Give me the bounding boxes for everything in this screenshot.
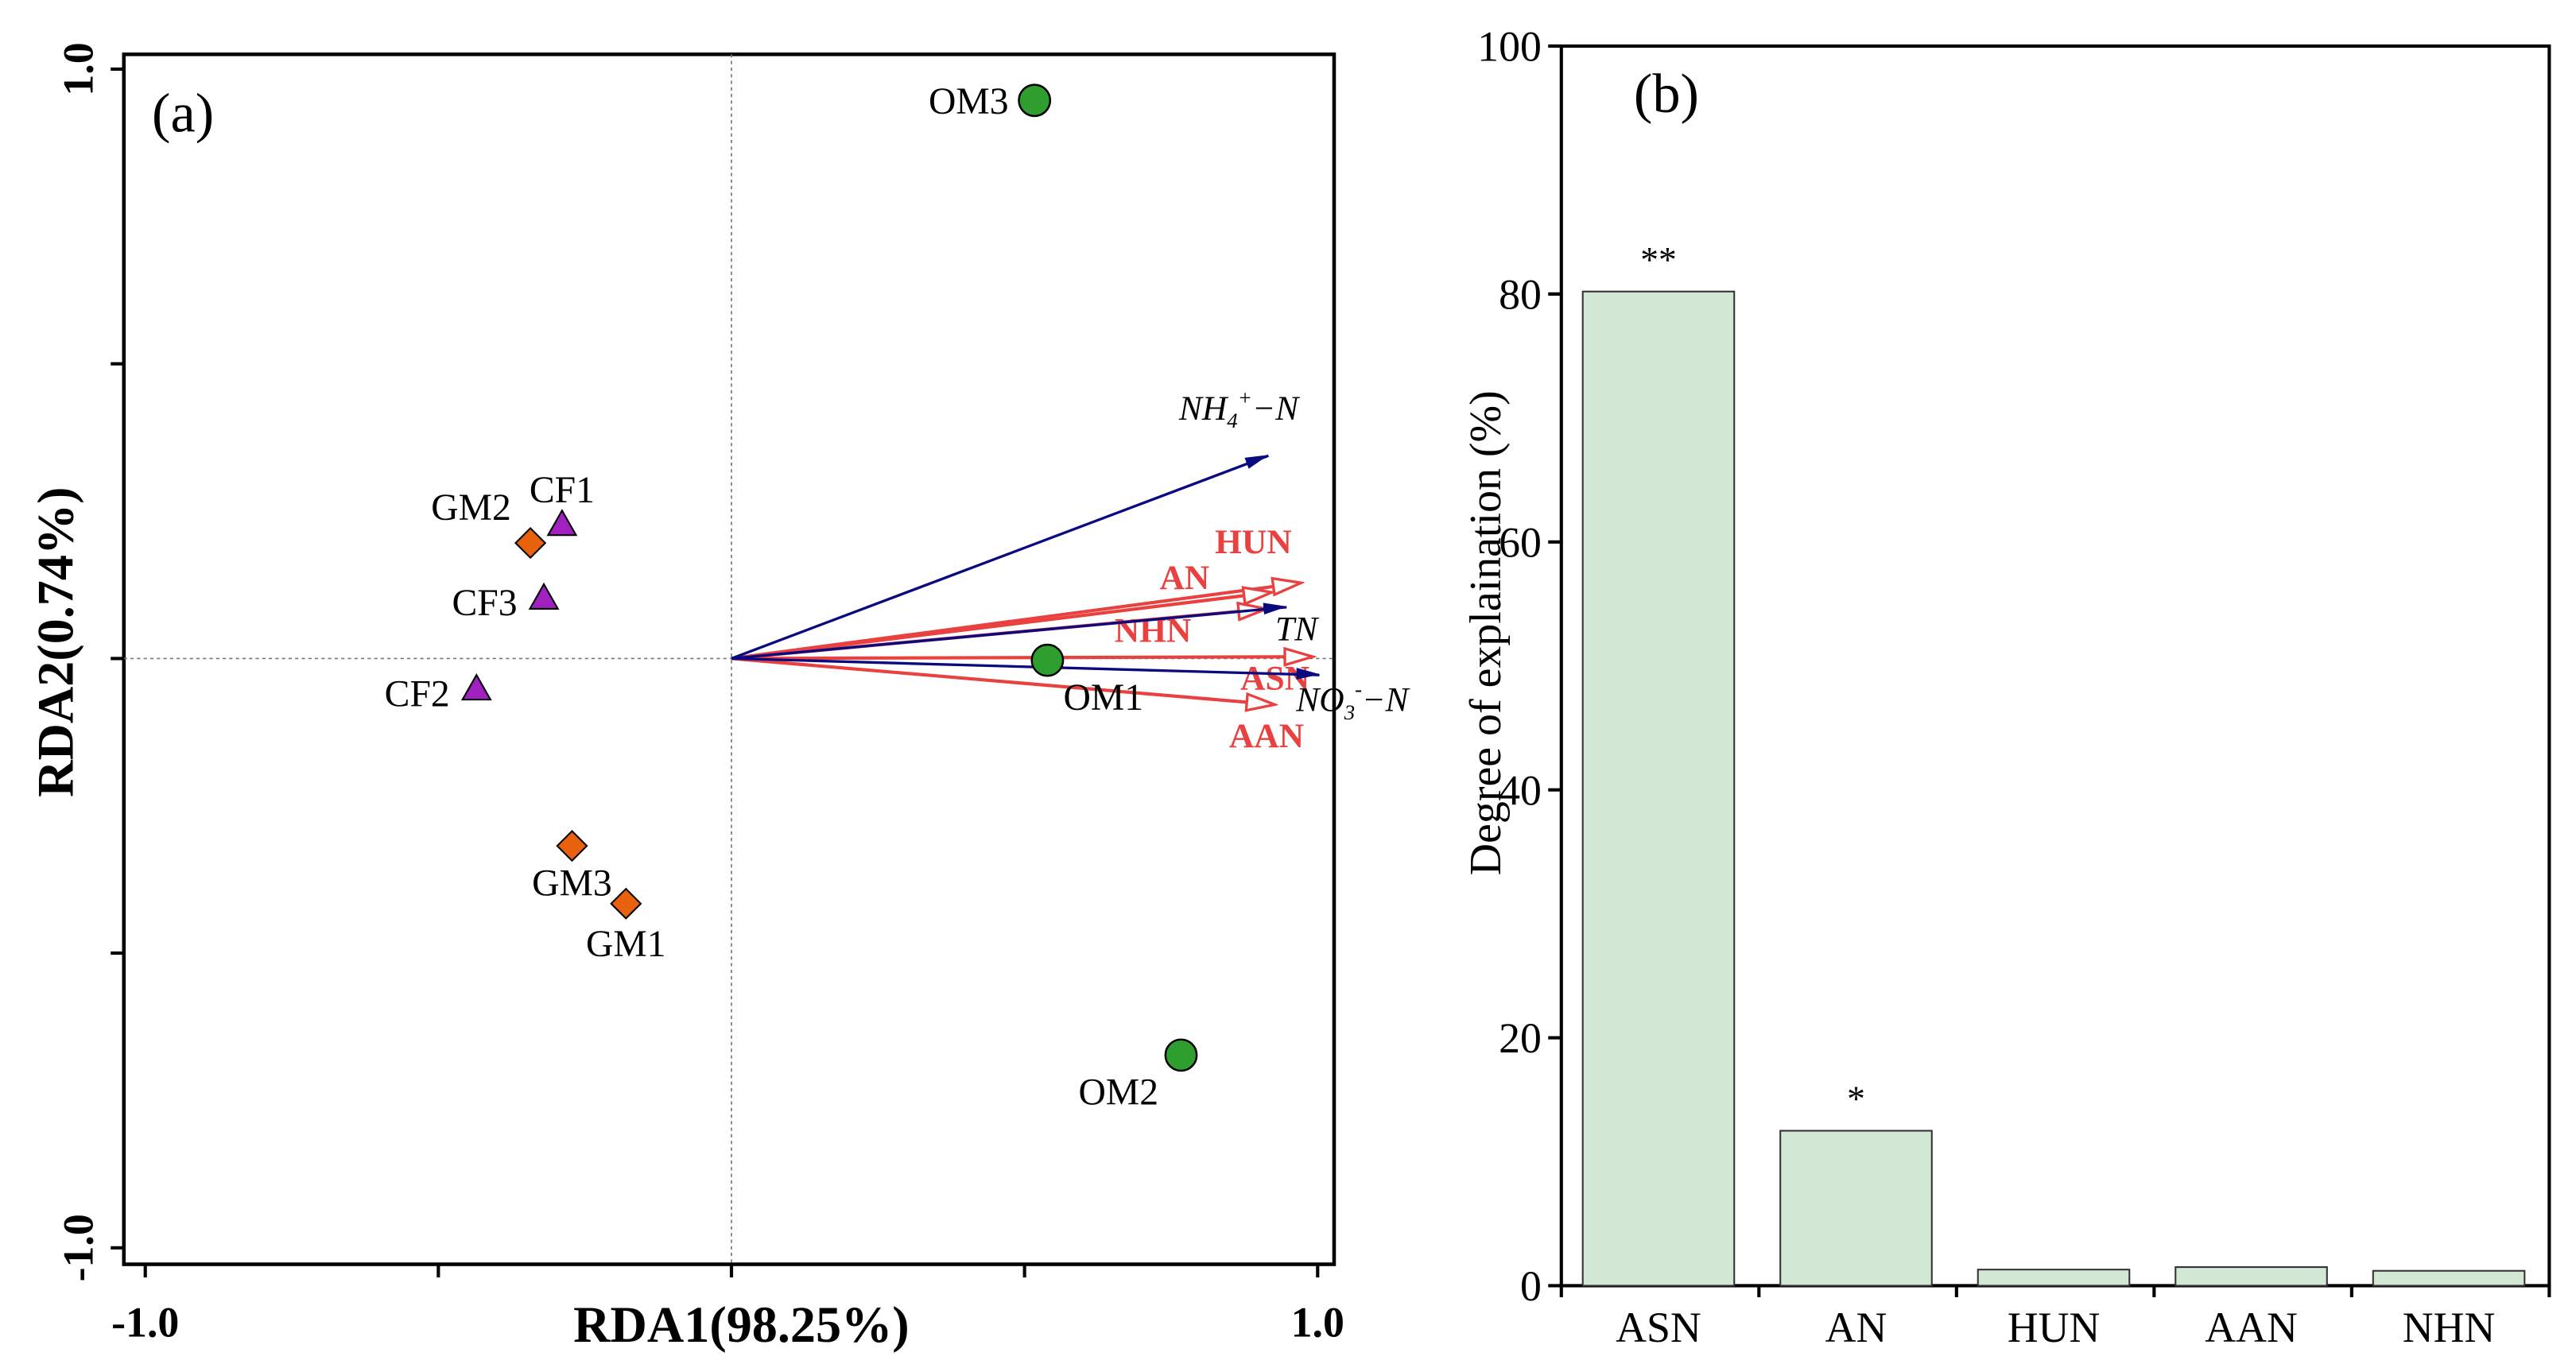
sample-label: GM2 <box>431 487 511 529</box>
response-arrow-label: AAN <box>1229 717 1304 755</box>
label-part: - <box>1355 677 1362 701</box>
y-tick-label: 1.0 <box>54 42 102 95</box>
bar-nhn <box>2372 1269 2526 1287</box>
env-arrow-label: NO3-−N <box>1295 677 1410 724</box>
env-arrow-2 <box>731 657 1321 680</box>
x-tick-label: NHN <box>2403 1304 2496 1351</box>
x-tick-label: AN <box>1825 1304 1887 1351</box>
sample-label: OM2 <box>1079 1072 1159 1114</box>
sample-marker-cf3 <box>528 582 560 610</box>
panel-label: (b) <box>1634 63 1699 125</box>
panel-label: (a) <box>152 83 214 145</box>
env-arrow-1 <box>731 603 1287 661</box>
rda-biplot-panel: -1.0 1.0 1.0 -1.0 RDA1(98.25%) RDA2(0.74%) (a)… <box>28 42 1411 1353</box>
sample-marker-gm2 <box>514 526 547 560</box>
label-part: −N <box>1362 681 1410 719</box>
y-tick-label: -1.0 <box>54 1214 102 1281</box>
x-tick-label: 1.0 <box>1291 1299 1344 1347</box>
sample-label: CF3 <box>452 583 517 624</box>
y-axis-title: Degree of explaination (%) <box>1461 390 1511 875</box>
y-tick-label: 80 <box>1499 271 1542 319</box>
x-tick-label: AAN <box>2205 1304 2298 1351</box>
significance-label: * <box>1847 1079 1865 1119</box>
label-part: 4 <box>1227 409 1237 432</box>
response-arrow-label: HUN <box>1215 523 1292 561</box>
bar-an <box>1779 1130 1933 1287</box>
label-part: + <box>1238 386 1252 409</box>
bar-chart-panel: ASN ** AN * HUN AAN NHN 0 20 40 60 80 100 Degree of e… <box>1461 23 2551 1351</box>
sample-marker-om1 <box>1030 643 1065 677</box>
response-arrow-aan <box>731 657 1273 704</box>
sample-label: OM1 <box>1064 677 1144 719</box>
sample-marker-gm1 <box>610 887 642 920</box>
y-axis-title: RDA2(0.74%) <box>28 486 84 796</box>
sample-marker-cf2 <box>460 672 492 701</box>
label-part: NH <box>1178 389 1229 428</box>
response-arrow-label: AN <box>1159 559 1209 597</box>
y-tick-label: 0 <box>1520 1262 1542 1310</box>
bar-aan <box>2174 1266 2328 1287</box>
x-tick-label: -1.0 <box>111 1299 179 1347</box>
sample-marker-om3 <box>1018 83 1052 118</box>
sample-label: CF1 <box>530 470 595 511</box>
sample-label: GM3 <box>532 862 612 904</box>
label-part: 3 <box>1344 700 1355 724</box>
x-tick-label: HUN <box>2008 1304 2101 1351</box>
env-arrow-label: NH4+−N <box>1178 386 1301 432</box>
label-part: −N <box>1252 389 1301 428</box>
sample-label: OM3 <box>929 81 1009 122</box>
bar-asn <box>1581 290 1736 1287</box>
response-arrow-an <box>731 592 1271 661</box>
env-arrow-label: TN <box>1275 610 1320 648</box>
y-tick-label: 100 <box>1477 23 1542 71</box>
y-tick-label: 40 <box>1499 766 1542 814</box>
response-arrow-asn <box>731 657 1311 658</box>
sample-marker-om2 <box>1164 1038 1198 1072</box>
env-arrow-0 <box>731 454 1269 660</box>
sample-label: GM1 <box>586 924 666 965</box>
y-tick-label: 60 <box>1499 518 1542 566</box>
significance-label: ** <box>1640 239 1677 280</box>
label-part: NO <box>1295 681 1344 719</box>
x-axis-title: RDA1(98.25%) <box>573 1296 910 1353</box>
x-tick-label: ASN <box>1616 1304 1701 1351</box>
sample-marker-cf1 <box>546 509 578 537</box>
bar-hun <box>1977 1269 2131 1287</box>
y-tick-label: 20 <box>1499 1014 1542 1062</box>
sample-label: CF2 <box>385 673 450 715</box>
sample-marker-gm3 <box>556 830 588 862</box>
